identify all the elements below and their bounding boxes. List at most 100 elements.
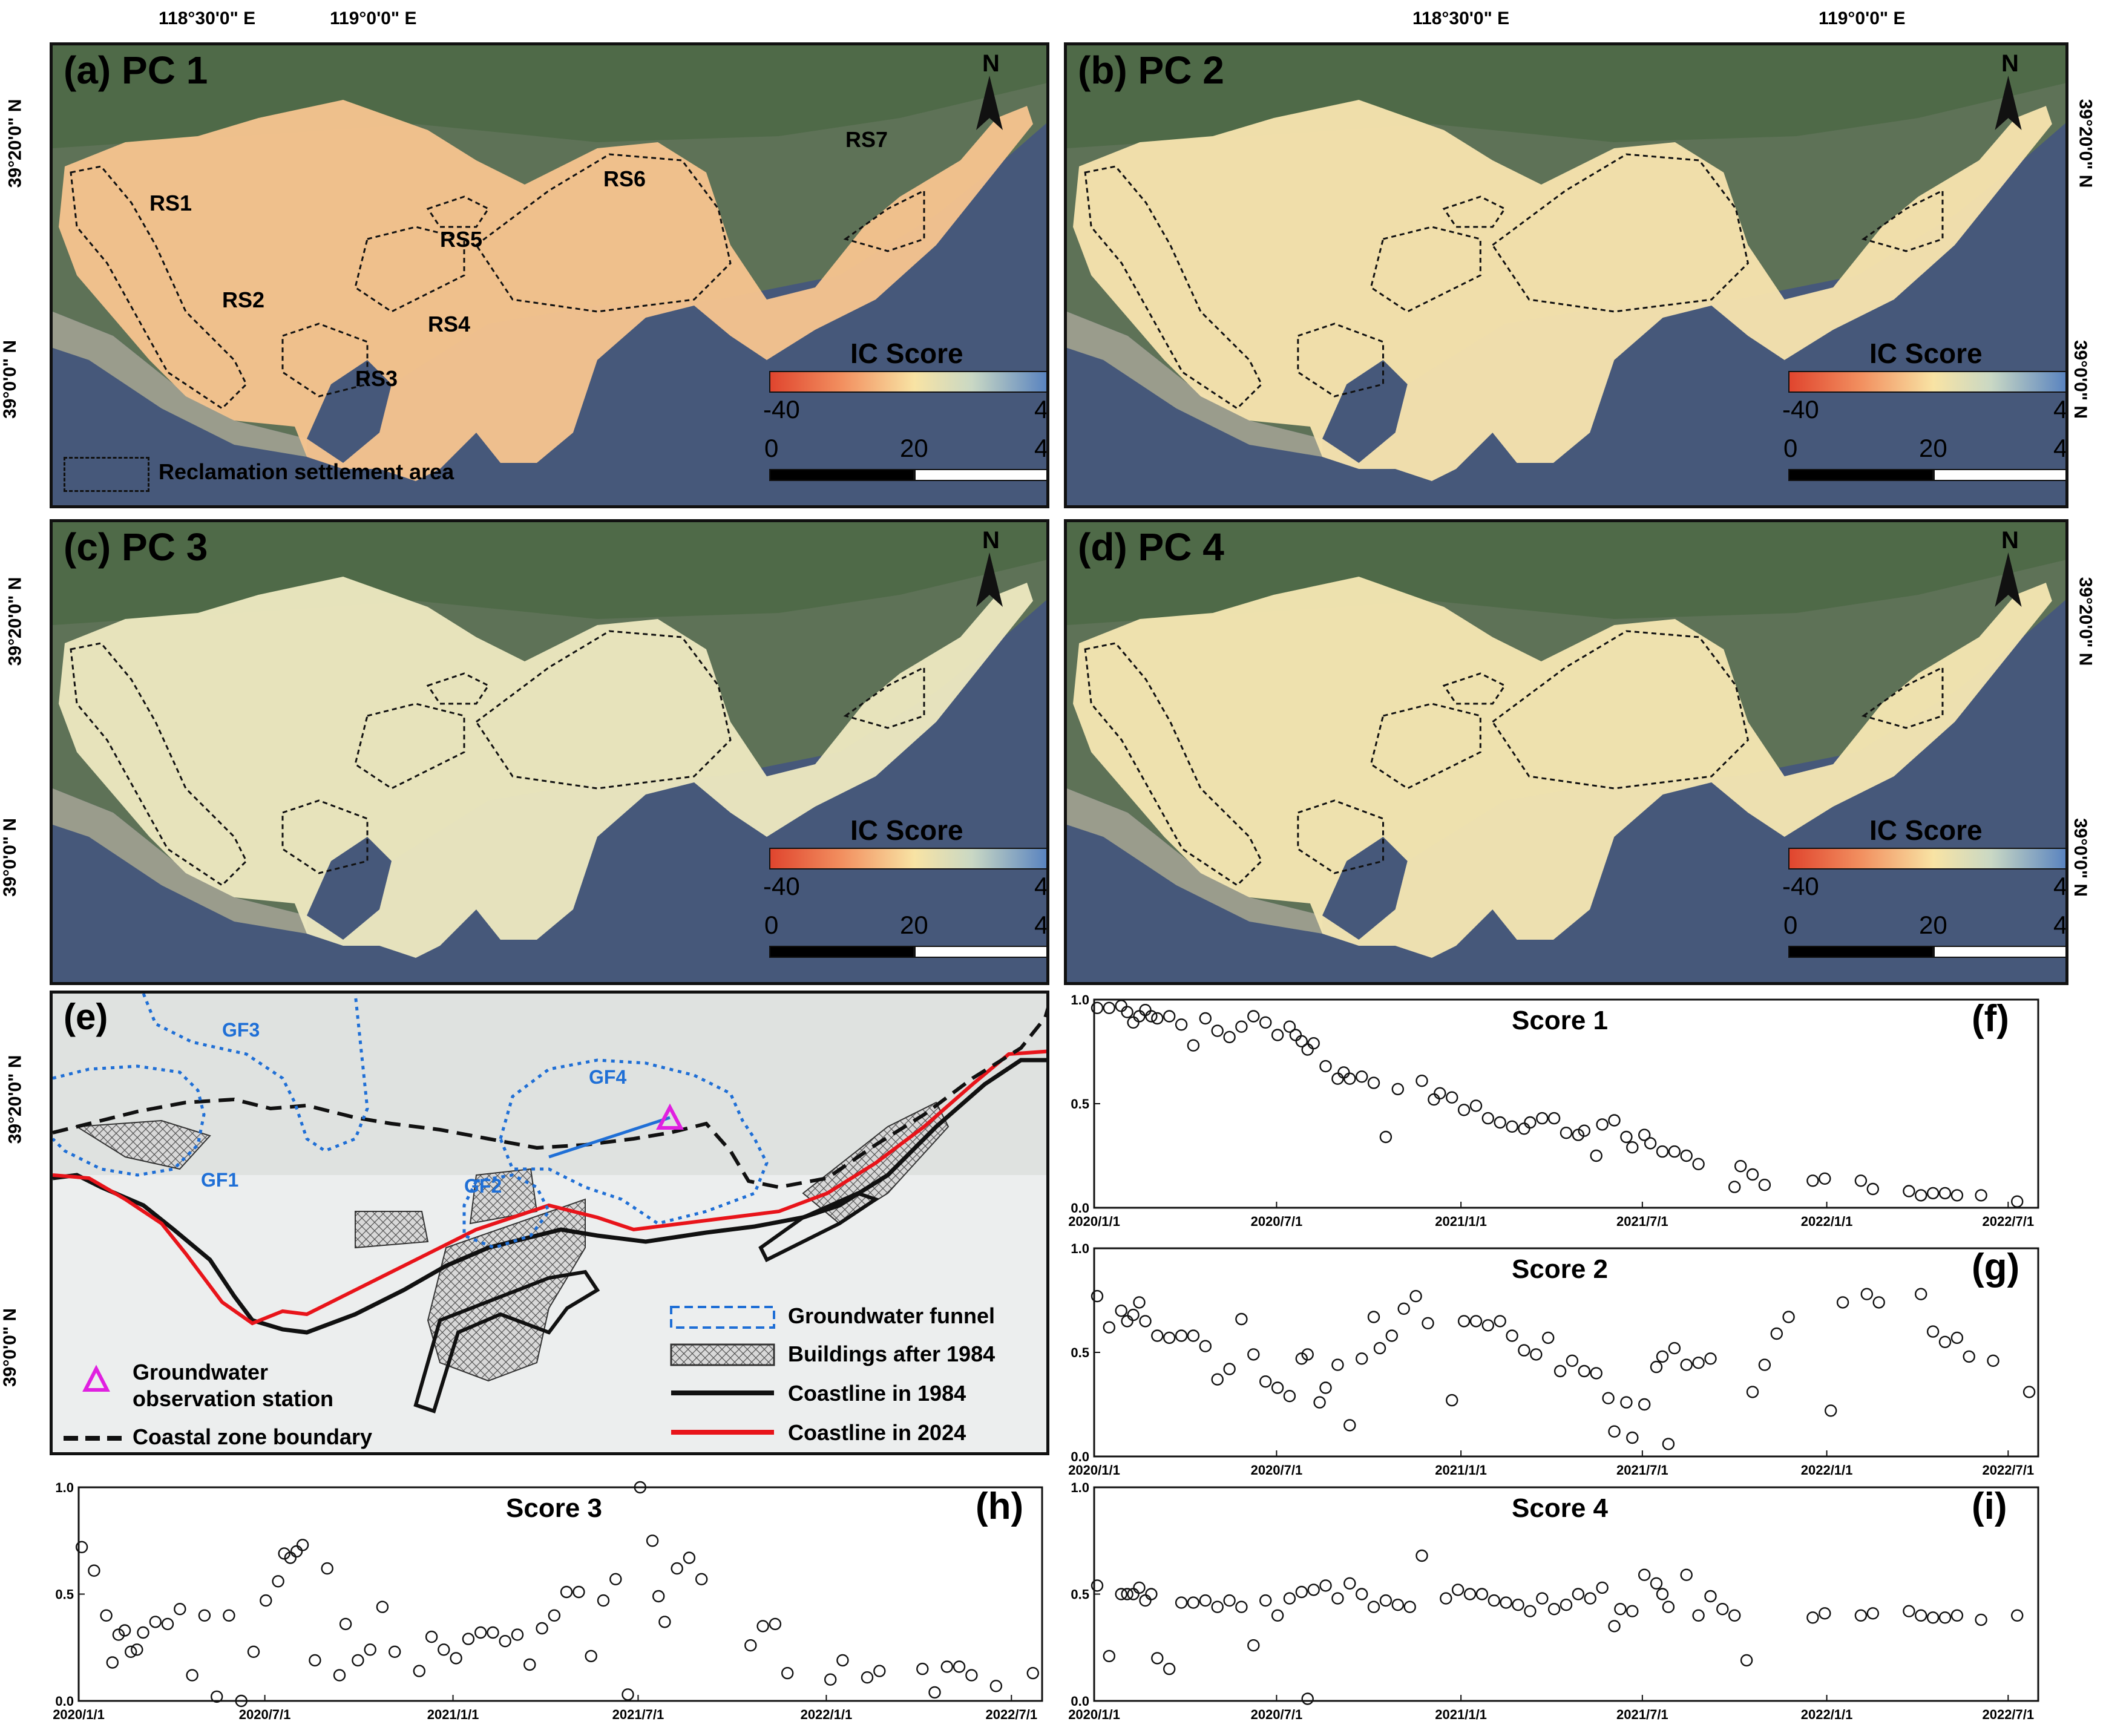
data-point <box>1770 1327 1783 1340</box>
colorbar-min: -40 <box>1782 872 1819 900</box>
data-point <box>112 1628 125 1641</box>
data-point <box>1091 1579 1104 1592</box>
scalebar-tick: 20 <box>1919 434 1947 462</box>
data-point <box>658 1616 671 1628</box>
data-point <box>873 1665 886 1677</box>
data-point <box>1343 1577 1356 1590</box>
data-point <box>1367 1311 1380 1323</box>
station-marker <box>656 1103 684 1130</box>
rs-label-6: RS6 <box>603 166 646 191</box>
lat-label-left-c2: 39°0'0" N <box>0 817 21 897</box>
data-point <box>1704 1590 1717 1603</box>
data-point <box>1692 1609 1705 1622</box>
data-point <box>1553 1364 1567 1378</box>
data-point <box>1307 1584 1320 1596</box>
y-tick-label: 1.0 <box>1071 992 1089 1007</box>
data-point <box>1301 1692 1314 1705</box>
rs-label-5: RS5 <box>440 227 483 252</box>
data-point <box>352 1654 364 1667</box>
data-point <box>1440 1592 1452 1605</box>
colorbar <box>769 848 1046 870</box>
data-point <box>1938 1611 1952 1624</box>
data-point <box>1578 1124 1590 1137</box>
scalebar-tick: 0 <box>1783 434 1798 462</box>
data-point <box>1409 1289 1422 1303</box>
data-point <box>1259 1594 1272 1607</box>
data-point <box>1475 1588 1489 1600</box>
data-point <box>585 1649 597 1663</box>
data-point <box>75 1541 88 1554</box>
colorbar-title: IC Score <box>850 338 963 369</box>
x-tick-label: 2022/7/1 <box>1982 1707 2034 1722</box>
data-point <box>1235 1312 1248 1326</box>
data-point <box>1746 1168 1759 1181</box>
data-point <box>1283 1592 1296 1605</box>
data-point <box>1560 1598 1573 1611</box>
reclamation-legend-label: Reclamation settlement area <box>159 459 454 484</box>
x-tick-label: 2020/1/1 <box>53 1707 105 1722</box>
reclamation-legend-swatch <box>64 457 149 492</box>
data-point <box>124 1645 137 1658</box>
data-point <box>1626 1431 1639 1444</box>
data-point <box>1331 1592 1344 1605</box>
colorbar-max: 40 <box>1034 395 1049 424</box>
lat-label-right-d2: 39°0'0" N <box>2070 817 2091 897</box>
data-point <box>376 1600 389 1613</box>
data-point <box>1301 1348 1314 1361</box>
data-point <box>609 1573 622 1586</box>
data-point <box>1199 1012 1212 1025</box>
scalebar-tick: 40 <box>1034 911 1049 939</box>
data-point <box>1403 1600 1416 1613</box>
data-point <box>1975 1189 1987 1202</box>
legend-station-swatch <box>82 1364 110 1392</box>
data-point <box>652 1590 665 1603</box>
data-point <box>1247 1348 1260 1361</box>
data-point <box>1356 1352 1368 1365</box>
scalebar-black <box>769 946 914 958</box>
data-point <box>1145 1010 1158 1023</box>
data-point <box>928 1686 941 1699</box>
data-point <box>1091 1289 1104 1303</box>
buildings-area-3 <box>469 1168 538 1225</box>
plot-letter-g: (g) <box>1972 1246 2020 1288</box>
colorbar-min: -40 <box>763 872 800 900</box>
data-point <box>1668 1145 1681 1158</box>
scalebar-tick: 40 <box>2053 434 2068 462</box>
data-point <box>1926 1611 1940 1624</box>
data-point <box>339 1617 352 1631</box>
y-tick-label: 0.0 <box>1071 1200 1089 1216</box>
rs-label-4: RS4 <box>428 312 471 336</box>
data-point <box>1494 1116 1506 1129</box>
data-point <box>1026 1666 1040 1680</box>
data-point <box>1662 1600 1675 1613</box>
data-point <box>1638 1398 1651 1411</box>
data-point <box>1313 1396 1326 1409</box>
funnel-gf3 <box>142 994 369 1153</box>
data-point <box>1163 1331 1176 1345</box>
data-point <box>622 1688 634 1701</box>
data-point <box>1422 1317 1434 1330</box>
data-point <box>1854 1609 1868 1622</box>
legend-boundary-label: Coastal zone boundary <box>133 1424 373 1449</box>
data-point <box>1506 1120 1518 1133</box>
data-point <box>1620 1130 1633 1144</box>
data-point <box>1728 1609 1741 1622</box>
rs-label-2: RS2 <box>222 287 265 312</box>
data-point <box>1121 1006 1133 1018</box>
data-point <box>1866 1182 1880 1196</box>
data-point <box>1175 1329 1188 1342</box>
data-point <box>321 1562 333 1575</box>
lon-label-2: 119°0'0" E <box>330 8 417 28</box>
data-point <box>1271 1029 1284 1041</box>
data-point <box>1415 1074 1428 1087</box>
data-point <box>296 1539 309 1551</box>
scalebar-tick: 0 <box>764 911 779 939</box>
data-point <box>389 1645 401 1658</box>
lon-label-3: 118°30'0" E <box>1412 8 1510 28</box>
y-tick-label: 0.0 <box>1071 1694 1089 1709</box>
data-point <box>333 1669 346 1682</box>
lon-label-1: 118°30'0" E <box>159 8 256 28</box>
data-point <box>560 1585 573 1599</box>
data-point <box>1536 1592 1549 1605</box>
data-point <box>223 1609 235 1622</box>
